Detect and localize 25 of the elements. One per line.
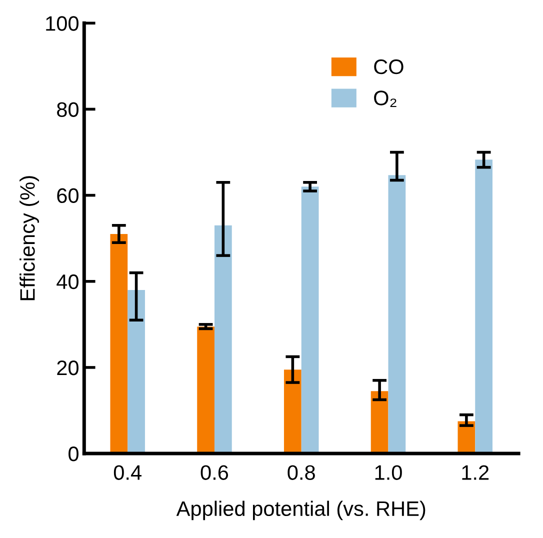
x-tick-label: 1.0	[375, 465, 402, 480]
bar	[197, 326, 214, 454]
bar	[284, 370, 302, 454]
bar	[110, 234, 128, 454]
bar	[388, 175, 406, 454]
y-tick-label: 40	[56, 274, 78, 290]
bar	[301, 186, 319, 454]
x-tick-label: 0.4	[114, 465, 142, 480]
x-tick-label: 0.6	[200, 465, 228, 480]
y-axis-title: Efficiency (%)	[20, 176, 39, 300]
x-tick-label: 0.8	[288, 465, 315, 480]
bar	[128, 290, 145, 454]
x-tick-label: 1.2	[462, 465, 489, 480]
y-tick-label: 60	[57, 188, 78, 204]
y-tick-label: 100	[46, 16, 78, 31]
bar	[458, 421, 476, 454]
y-tick-label: 80	[57, 102, 78, 117]
legend-label: O₂	[374, 90, 396, 107]
bar	[370, 391, 388, 454]
bar	[214, 225, 232, 454]
y-tick-label: 20	[57, 360, 78, 376]
y-tick-label: 0	[68, 446, 78, 462]
legend-label: CO	[374, 59, 404, 74]
bar	[475, 160, 492, 454]
x-axis-title: Applied potential (vs. RHE)	[176, 500, 426, 520]
